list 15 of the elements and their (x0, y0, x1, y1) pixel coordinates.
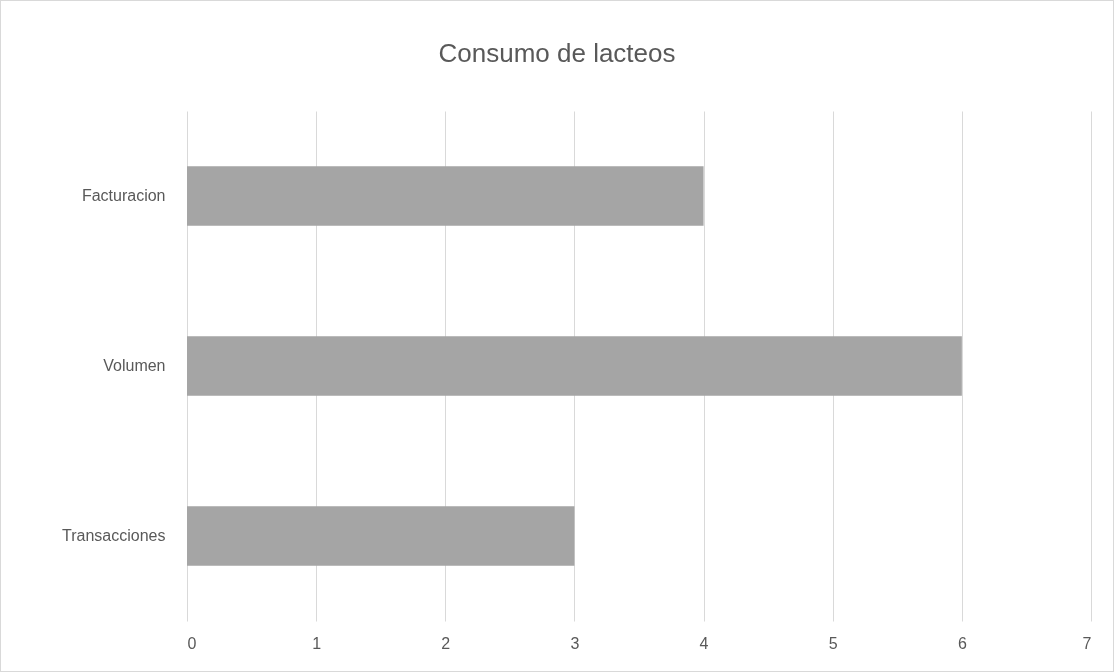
bar (187, 166, 704, 226)
x-tick-label: 5 (828, 634, 838, 652)
x-tick-label: 0 (187, 634, 197, 652)
y-tick-label: Transacciones (62, 527, 166, 544)
chart-title: Consumo de lacteos (438, 38, 676, 68)
x-tick-label: 4 (699, 634, 709, 652)
x-tick-label: 3 (570, 634, 580, 652)
bar (187, 336, 962, 396)
x-tick-label: 2 (441, 634, 451, 652)
x-tick-label: 1 (312, 634, 322, 652)
bar (187, 506, 575, 566)
y-tick-label: Facturacion (81, 187, 166, 204)
y-tick-label: Volumen (103, 357, 166, 374)
x-tick-label: 7 (1082, 634, 1092, 652)
x-tick-label: 6 (957, 634, 967, 652)
